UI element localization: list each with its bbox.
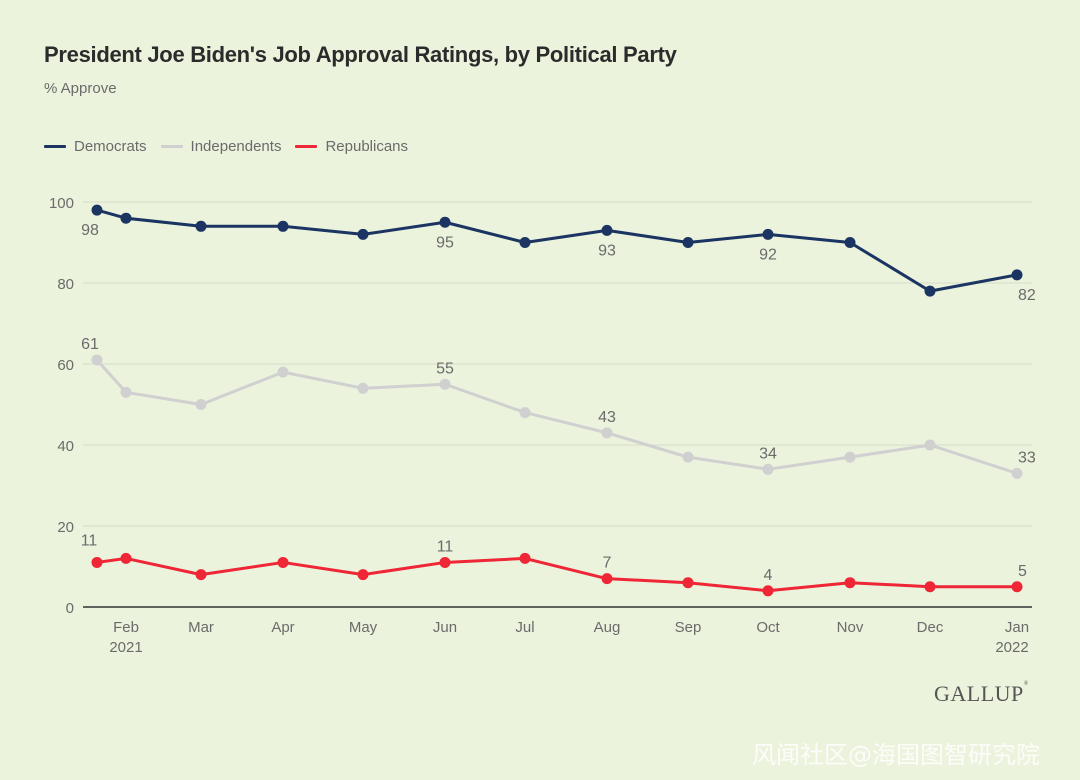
data-point-republicans [519,552,531,564]
data-point-republicans [357,569,369,581]
data-label-independents: 33 [1018,449,1036,466]
data-point-republicans [682,577,694,589]
registered-mark: ® [1023,681,1029,687]
data-point-independents [519,407,531,419]
data-point-republicans [91,556,103,568]
data-label-republicans: 7 [603,555,612,572]
x-axis: Feb 2021 Mar Apr May Jun Jul Aug Sep Oct Nov Dec Jan… [109,619,1029,656]
legend-item-democrats[interactable]: Democrats [44,138,147,155]
y-tick-label: 80 [57,276,74,293]
x-tick-sublabel: 2022 [995,639,1028,656]
series-group [91,204,1023,597]
data-point-republicans [195,569,207,581]
data-point-independents [601,427,613,439]
x-tick-label: Sep [675,619,702,636]
legend: Democrats Independents Republicans [44,138,422,155]
x-tick-label: Jul [515,619,534,636]
x-tick-label: May [349,619,378,636]
x-tick-label: Mar [188,619,214,636]
data-point-republicans [844,577,856,589]
gallup-logo: GALLUP® [934,681,1029,707]
legend-swatch-independents [160,145,183,148]
data-point-republicans [762,585,774,597]
data-point-democrats [762,228,774,240]
gridlines [83,201,1032,608]
chart-title: President Joe Biden's Job Approval Ratin… [44,42,677,67]
data-point-republicans [1011,581,1023,593]
data-point-democrats [519,237,531,248]
data-point-democrats [439,216,451,228]
watermark: 风闻社区@海国图智研究院 [752,741,1040,769]
x-tick-label: Feb [113,619,139,636]
legend-swatch-democrats [44,145,66,148]
x-tick-label: Nov [837,619,864,636]
data-point-independents [195,399,207,410]
data-label-democrats: 98 [81,222,99,239]
data-point-independents [762,463,774,475]
data-point-independents [682,451,694,463]
data-point-independents [357,382,369,394]
data-label-republicans: 4 [764,567,773,584]
legend-label-independents: Independents [190,138,282,155]
series-line-republicans [95,556,1019,593]
x-tick-label: Apr [271,619,294,636]
data-point-republicans [439,556,451,568]
data-point-republicans [601,573,613,585]
data-point-democrats [844,237,856,248]
y-tick-label: 40 [57,438,74,455]
data-point-republicans [120,552,132,564]
data-point-independents [1011,467,1023,479]
y-axis: 0 20 40 60 80 100 [49,195,74,617]
gallup-logo-text: GALLUP [934,681,1024,706]
legend-swatch-republicans [295,145,318,148]
data-point-democrats [1011,269,1023,281]
data-label-republicans: 11 [81,532,98,549]
data-label-democrats: 82 [1018,287,1036,304]
x-tick-label: Dec [917,619,944,636]
x-tick-label: Aug [594,619,621,636]
data-point-republicans [924,581,936,593]
data-label-democrats: 95 [436,234,454,251]
data-label-democrats: 92 [759,246,777,263]
data-point-democrats [924,285,936,297]
data-label-republicans: 5 [1018,563,1027,580]
x-tick-label: Jan [1005,619,1029,636]
legend-item-republicans[interactable]: Republicans [295,138,408,155]
x-tick-sublabel: 2021 [109,639,142,656]
data-point-democrats [91,204,103,216]
data-labels: 61 55 43 34 33 11 11 7 4 5 98 95 93 92 82 [81,222,1036,584]
data-label-independents: 43 [598,409,616,426]
data-point-democrats [357,228,369,240]
data-point-democrats [601,224,613,236]
data-point-independents [924,439,936,451]
data-label-independents: 34 [759,445,777,462]
series-line-independents [95,358,1019,475]
data-label-independents: 61 [81,336,99,353]
data-label-independents: 55 [436,360,454,377]
data-label-republicans: 11 [437,538,454,555]
y-tick-label: 100 [49,195,74,212]
x-tick-label: Oct [756,619,780,636]
data-point-republicans [277,556,289,568]
y-tick-label: 60 [57,357,74,374]
data-point-democrats [195,220,207,232]
x-tick-label: Jun [433,619,457,636]
legend-label-republicans: Republicans [325,138,409,155]
data-point-independents [277,366,289,378]
data-point-democrats [120,212,132,224]
legend-label-democrats: Democrats [74,138,147,155]
data-point-independents [439,378,451,390]
data-point-independents [91,354,103,366]
data-point-independents [844,451,856,463]
y-tick-label: 20 [57,519,74,536]
data-point-democrats [682,237,694,248]
data-label-democrats: 93 [598,242,616,259]
data-point-democrats [277,220,289,232]
chart-subtitle: % Approve [44,80,117,97]
y-tick-label: 0 [66,600,74,617]
legend-item-independents[interactable]: Independents [160,138,282,155]
series-line-democrats [95,208,1019,293]
data-point-independents [120,386,132,398]
